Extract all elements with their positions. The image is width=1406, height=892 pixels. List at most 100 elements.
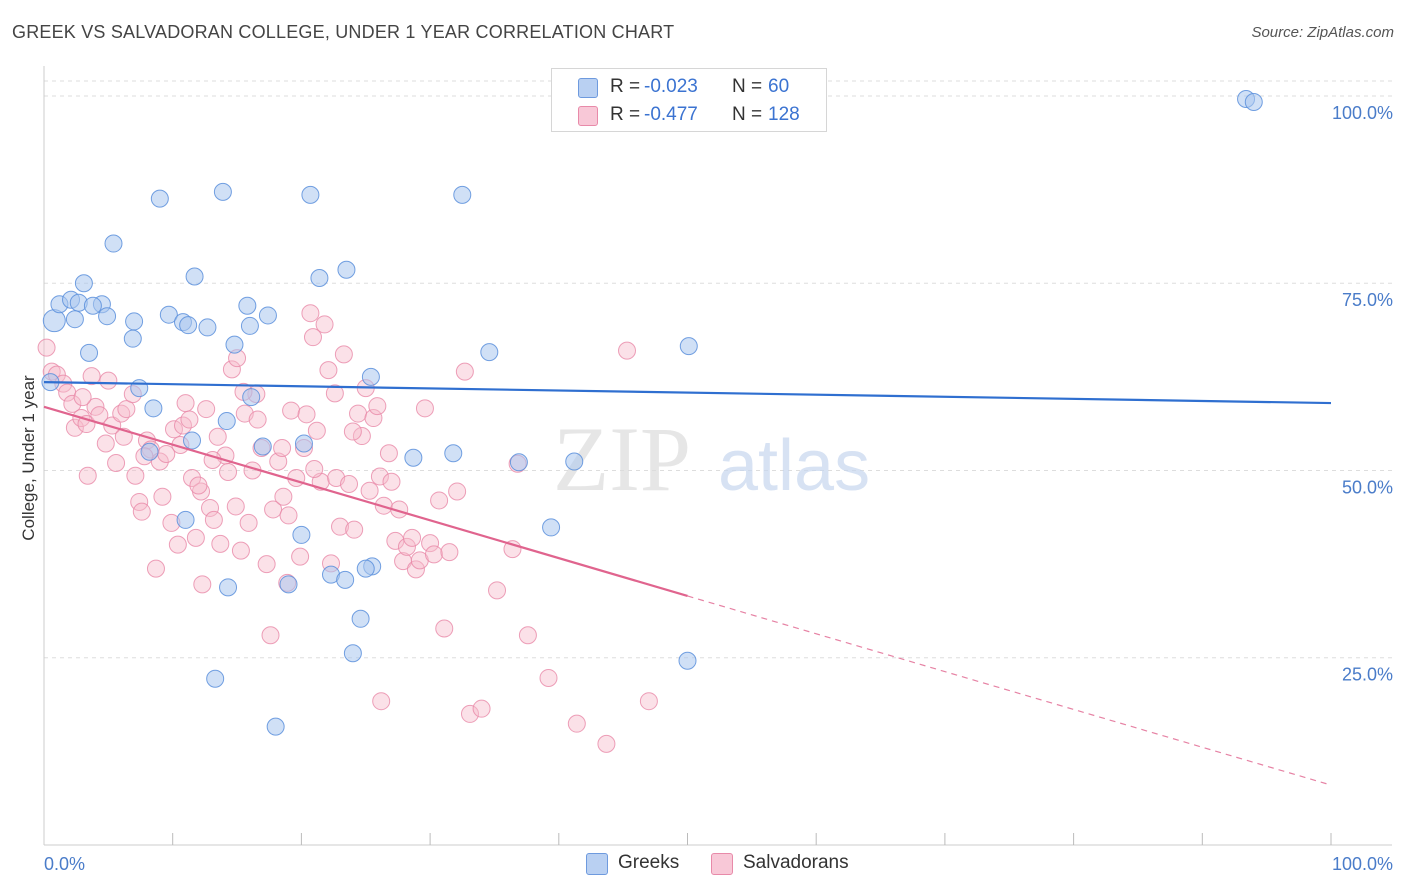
greek-point [356, 559, 375, 578]
salvadoran-point [639, 692, 658, 711]
salvadoran-point [360, 481, 379, 500]
salvadoran-point [397, 537, 416, 556]
salvadoran-point [325, 384, 344, 403]
legend: R = -0.023 N = 60 R = -0.477 N = 128 [551, 68, 827, 132]
salvadoran-point [415, 399, 434, 418]
salvadoran-point [126, 466, 145, 485]
greek-point [1244, 92, 1263, 111]
salvadoran-point [403, 528, 422, 547]
bottom-legend-label-salvadorans: Salvadorans [743, 852, 849, 873]
salvadoran-point [368, 397, 387, 416]
legend-r-value: -0.023 [644, 76, 698, 97]
salvadoran-point [164, 420, 183, 439]
greek-point [337, 260, 356, 279]
greek-point [404, 448, 423, 467]
salvadoran-point [349, 404, 368, 423]
greek-point [217, 412, 236, 431]
greek-point [83, 296, 102, 315]
x-tick-label: 100.0% [1332, 854, 1393, 874]
chart-title: GREEK VS SALVADORAN COLLEGE, UNDER 1 YEA… [12, 22, 675, 42]
greek-point [104, 234, 123, 253]
salvadoran-point [379, 444, 398, 463]
salvadoran-point [340, 474, 359, 493]
greek-point [183, 431, 202, 450]
y-tick-label: 25.0% [1342, 665, 1393, 685]
salvadoran-point [264, 500, 283, 519]
greek-point [80, 343, 99, 362]
salvadoran-point [315, 315, 334, 334]
greek-point [351, 609, 370, 628]
series-greeks [41, 89, 1263, 736]
tick-labels: 25.0% 50.0% 75.0% 100.0% 0.0% 100.0% [44, 103, 1393, 874]
greek-point [453, 185, 472, 204]
legend-n-label: N = [732, 76, 763, 97]
salvadoran-point [539, 668, 558, 687]
salvadoran-point [518, 626, 537, 645]
salvadoran-point [282, 401, 301, 420]
salvadoran-point [197, 400, 216, 419]
greek-point [150, 189, 169, 208]
salvadoran-point [248, 410, 267, 429]
legend-n-value: 128 [768, 104, 800, 125]
salvadoran-point [297, 405, 316, 424]
watermark-atlas: atlas [718, 426, 870, 506]
salvadoran-point [343, 422, 362, 441]
salvadoran-trend-line [43, 405, 688, 598]
greek-point [361, 367, 380, 386]
legend-n-label: N = [732, 104, 763, 125]
greek-point [343, 644, 362, 663]
legend-swatch-salvadorans [578, 106, 598, 126]
salvadoran-point [226, 497, 245, 516]
salvadoran-point [440, 543, 459, 562]
salvadoran-point [274, 487, 293, 506]
greek-point [185, 267, 204, 286]
greek-point [198, 318, 217, 337]
salvadoran-point [186, 528, 205, 547]
greek-point [240, 316, 259, 335]
salvadoran-point [86, 397, 105, 416]
greek-point [213, 182, 232, 201]
y-tick-label: 50.0% [1342, 477, 1393, 497]
greek-point [238, 296, 257, 315]
series-salvadorans [37, 304, 658, 753]
salvadoran-point [421, 534, 440, 553]
greek-point [242, 388, 261, 407]
greek-point [123, 329, 142, 348]
greek-point [219, 578, 238, 597]
salvadoran-point [180, 410, 199, 429]
salvadoran-point [37, 338, 56, 357]
bottom-legend-label-greeks: Greeks [618, 852, 680, 873]
salvadoran-point [193, 575, 212, 594]
salvadoran-point [168, 535, 187, 554]
salvadoran-point [208, 427, 227, 446]
legend-r-value: -0.477 [644, 104, 698, 125]
salvadoran-point [63, 394, 82, 413]
greek-point [125, 312, 144, 331]
greek-point [301, 185, 320, 204]
salvadoran-point [448, 482, 467, 501]
salvadoran-point [430, 491, 449, 510]
greek-point [509, 453, 528, 472]
salvadoran-point [455, 362, 474, 381]
salvadoran-point [319, 361, 338, 380]
bottom-legend-swatch-greeks [586, 853, 608, 875]
legend-r-label: R = [610, 104, 641, 125]
greek-point [444, 444, 463, 463]
greek-point [42, 309, 66, 333]
salvadoran-point [334, 345, 353, 364]
bottom-legend-swatch-salvadorans [711, 853, 733, 875]
legend-row-greeks: R = -0.023 N = 60 [552, 73, 826, 101]
salvadoran-point [153, 487, 172, 506]
salvadoran-point [331, 517, 350, 536]
salvadoran-point [176, 394, 195, 413]
salvadoran-point [488, 581, 507, 600]
chart-source: Source: ZipAtlas.com [1251, 24, 1394, 41]
salvadoran-point [424, 545, 443, 564]
greek-point [159, 305, 178, 324]
greek-point [176, 510, 195, 529]
salvadoran-point [257, 555, 276, 574]
legend-r-label: R = [610, 76, 641, 97]
salvadoran-point [567, 714, 586, 733]
greek-point [294, 434, 313, 453]
salvadoran-point [261, 626, 280, 645]
